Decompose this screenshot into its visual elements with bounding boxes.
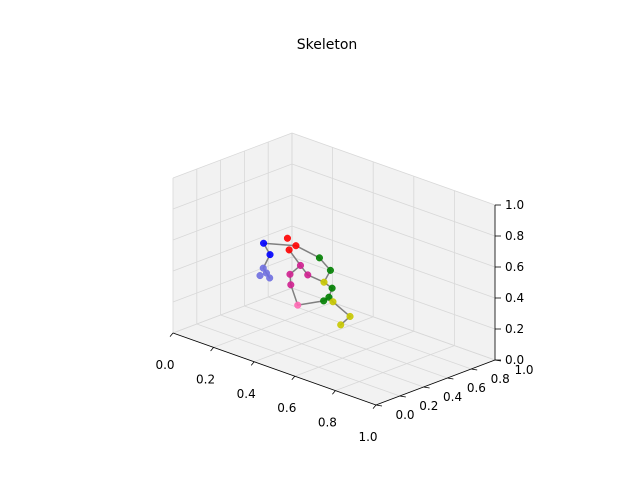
- x-tick-label: 0.8: [318, 416, 337, 430]
- skeleton-bone: [262, 242, 297, 247]
- gridline-z-back: [291, 163, 496, 237]
- x-tick-mark: [210, 347, 214, 352]
- skeleton-bone: [332, 301, 351, 318]
- y-tick-mark: [423, 386, 430, 389]
- skeleton-joint: [266, 251, 274, 259]
- x-tick-mark: [169, 332, 174, 337]
- gridline-z-side: [172, 256, 293, 303]
- gridline-y-floor: [244, 305, 448, 379]
- gridline-x-floor: [213, 302, 333, 348]
- skeleton-joints: [256, 234, 354, 329]
- y-tick-mark: [375, 404, 383, 407]
- skeleton-joint: [285, 246, 293, 254]
- skeleton-joint: [294, 301, 302, 309]
- skeleton-joint: [315, 254, 323, 262]
- y-tick-label: 0.4: [443, 390, 462, 404]
- x-tick-label: 0.0: [155, 358, 174, 372]
- gridline-y-floor: [196, 323, 400, 397]
- gridline-x-floor: [254, 316, 374, 363]
- x-tick-mark: [250, 361, 255, 366]
- skeleton-joint: [259, 264, 267, 272]
- chart-title: Skeleton: [297, 37, 358, 53]
- gridline-z-side: [172, 225, 293, 272]
- gridline-z-side: [172, 194, 293, 241]
- skeleton-bone: [290, 284, 299, 306]
- x-tick-mark: [332, 390, 336, 395]
- gridline-y-floor: [220, 314, 424, 388]
- gridline-z-back: [291, 132, 496, 206]
- skeleton-joint: [260, 239, 268, 247]
- y-tick-mark: [494, 359, 502, 362]
- y-tick-mark: [399, 395, 406, 398]
- gridline-z-side: [172, 163, 293, 210]
- x-tick-label: 0.6: [277, 401, 296, 415]
- skeleton-joint: [337, 321, 345, 329]
- skeleton-joint: [320, 297, 328, 305]
- skeleton-joint: [326, 266, 334, 274]
- x-tick-mark: [291, 375, 296, 381]
- skeleton-joint: [296, 261, 305, 269]
- gridline-z-back: [291, 256, 496, 330]
- skeleton-bone: [296, 300, 325, 306]
- gridline-z-side: [172, 132, 293, 179]
- gridline-z-side: [172, 287, 293, 334]
- y-tick-label: 0.0: [395, 408, 414, 422]
- skeleton-joint: [256, 272, 264, 280]
- skeleton-joint: [287, 281, 295, 289]
- x-tick-label: 1.0: [358, 430, 377, 444]
- skeleton-joint: [320, 278, 328, 286]
- y-tick-label: 0.8: [491, 372, 510, 386]
- skeleton-joint: [266, 274, 274, 282]
- skeleton-joint: [292, 242, 300, 250]
- gridline-y-floor: [268, 296, 472, 370]
- axis-panes: [173, 133, 495, 405]
- gridline-z-back: [291, 225, 496, 299]
- skeleton-joint: [262, 269, 271, 277]
- y-tick-label: 0.6: [467, 381, 486, 395]
- z-tick-label: 1.0: [505, 198, 524, 212]
- skeleton-joint: [325, 293, 333, 301]
- tick-labels: 0.0 0.0 0.0 0.2 0.2 0.2 0.4 0.4 0.4 0.6 0.6 0.6 0.8 0…: [155, 198, 533, 444]
- x-tick-label: 0.2: [196, 372, 215, 386]
- y-tick-label: 1.0: [514, 363, 533, 377]
- skeleton-joint: [283, 234, 292, 242]
- x-tick-mark: [372, 404, 377, 409]
- floor-pane: [173, 288, 495, 405]
- side-pane: [173, 133, 292, 333]
- y-tick-mark: [471, 368, 478, 371]
- gridline-x-floor: [294, 330, 414, 377]
- skeleton-bone: [295, 244, 321, 259]
- axis-lines: [169, 204, 502, 409]
- gridline-x-floor: [335, 345, 455, 391]
- x-tick-label: 0.4: [237, 387, 256, 401]
- skeleton-joint: [329, 298, 337, 306]
- z-tick-label: 0.2: [505, 322, 524, 336]
- grid-lines: [172, 132, 496, 406]
- z-tick-label: 0.6: [505, 260, 524, 274]
- skeleton-joint: [328, 284, 336, 292]
- skeleton-joint: [286, 270, 294, 278]
- y-tick-mark: [447, 377, 454, 380]
- y-tick-label: 0.2: [419, 399, 438, 413]
- back-pane: [292, 133, 495, 360]
- z-tick-label: 0.4: [505, 291, 524, 305]
- y-axis-line: [375, 359, 496, 406]
- x-axis-line: [172, 332, 377, 406]
- z-tick-label: 0.0: [505, 353, 524, 367]
- gridline-z-back: [291, 194, 496, 268]
- skeleton-joint: [346, 312, 354, 320]
- z-tick-label: 0.8: [505, 229, 524, 243]
- skeleton-joint: [304, 271, 312, 279]
